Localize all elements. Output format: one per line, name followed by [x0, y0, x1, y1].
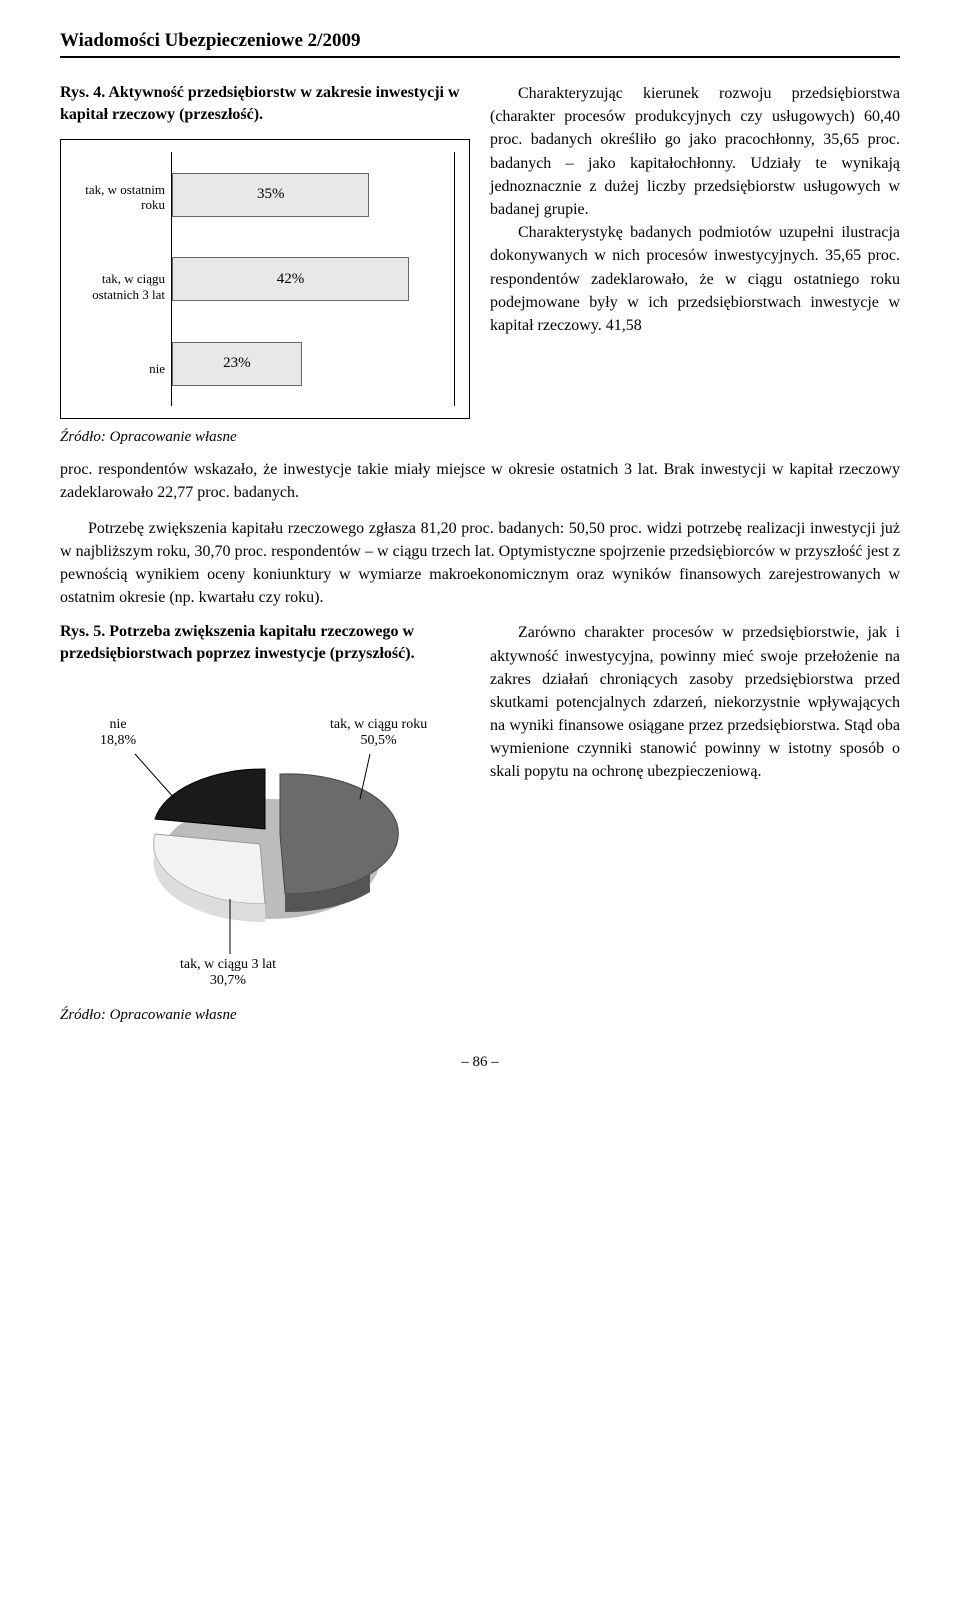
right-text-col: Charakteryzując kierunek rozwoju przedsi…	[490, 82, 900, 446]
pie-label-text: tak, w ciągu 3 lat	[180, 957, 276, 972]
figure5-source: Źródło: Opracowanie własne	[60, 1007, 470, 1024]
bar-label: tak, w ciągu ostatnich 3 lat	[67, 271, 165, 302]
leader-line	[135, 754, 175, 799]
bar-row: 35%	[172, 171, 454, 219]
figure5-left: Rys. 5. Potrzeba zwiększenia kapitału rz…	[60, 621, 470, 1023]
paragraph: Zarówno charakter procesów w przedsiębio…	[490, 621, 900, 1023]
pie-label-pct: 50,5%	[361, 733, 397, 748]
paragraph-continuation: proc. respondentów wskazało, że inwestyc…	[60, 458, 900, 504]
bar-plot-area: 35% 42% 23%	[171, 152, 455, 406]
bar-row: 23%	[172, 340, 454, 388]
pie-label-pct: 18,8%	[100, 733, 136, 748]
pie-label-text: tak, w ciągu roku	[330, 717, 427, 732]
pie-label-pct: 30,7%	[210, 973, 246, 988]
paragraph: Potrzebę zwiększenia kapitału rzeczowego…	[60, 517, 900, 610]
pie-slice-nie	[155, 768, 265, 828]
bar-fill: 35%	[172, 173, 369, 217]
pie-slice-label: tak, w ciągu 3 lat 30,7%	[180, 957, 276, 991]
pie-label-text: nie	[110, 717, 127, 732]
bar-category-labels: tak, w ostatnim roku tak, w ciągu ostatn…	[61, 152, 171, 406]
figure5-title: Rys. 5. Potrzeba zwiększenia kapitału rz…	[60, 621, 470, 664]
bar-fill: 42%	[172, 257, 409, 301]
pie-slice-label: tak, w ciągu roku 50,5%	[330, 717, 427, 751]
figure4-source: Źródło: Opracowanie własne	[60, 429, 470, 446]
pie-chart: tak, w ciągu roku 50,5% tak, w ciągu 3 l…	[60, 679, 470, 999]
bar-chart: tak, w ostatnim roku tak, w ciągu ostatn…	[60, 139, 470, 419]
figure4-left: Rys. 4. Aktywność przedsiębiorstw w zakr…	[60, 82, 470, 446]
paragraph: Charakteryzując kierunek rozwoju przedsi…	[490, 82, 900, 221]
figure5-block: Rys. 5. Potrzeba zwiększenia kapitału rz…	[60, 621, 900, 1023]
figure4-title: Rys. 4. Aktywność przedsiębiorstw w zakr…	[60, 82, 470, 125]
paragraph: Charakterystykę badanych podmiotów uzupe…	[490, 221, 900, 337]
pie-slice-year	[280, 773, 398, 893]
pie-slice-label: nie 18,8%	[100, 717, 136, 751]
page-number: – 86 –	[60, 1054, 900, 1071]
bar-label: nie	[67, 361, 165, 377]
bar-label: tak, w ostatnim roku	[67, 182, 165, 213]
journal-header: Wiadomości Ubezpieczeniowe 2/2009	[60, 30, 900, 58]
figure4-block: Rys. 4. Aktywność przedsiębiorstw w zakr…	[60, 82, 900, 446]
bar-row: 42%	[172, 255, 454, 303]
bar-fill: 23%	[172, 342, 302, 386]
